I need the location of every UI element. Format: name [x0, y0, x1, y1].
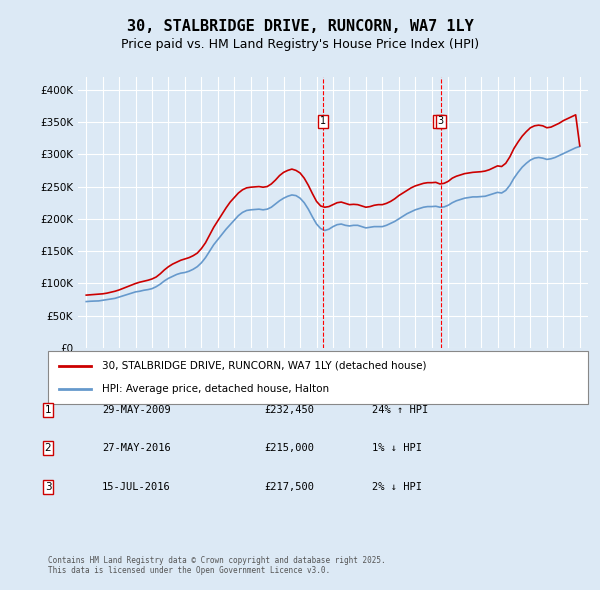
Text: 1% ↓ HPI: 1% ↓ HPI — [372, 444, 422, 453]
Text: 1: 1 — [320, 116, 326, 126]
Text: 27-MAY-2016: 27-MAY-2016 — [102, 444, 171, 453]
Text: 29-MAY-2009: 29-MAY-2009 — [102, 405, 171, 415]
Text: 30, STALBRIDGE DRIVE, RUNCORN, WA7 1LY (detached house): 30, STALBRIDGE DRIVE, RUNCORN, WA7 1LY (… — [102, 361, 427, 371]
Text: 30, STALBRIDGE DRIVE, RUNCORN, WA7 1LY: 30, STALBRIDGE DRIVE, RUNCORN, WA7 1LY — [127, 19, 473, 34]
Text: 15-JUL-2016: 15-JUL-2016 — [102, 482, 171, 491]
Text: HPI: Average price, detached house, Halton: HPI: Average price, detached house, Halt… — [102, 384, 329, 394]
Text: £232,450: £232,450 — [264, 405, 314, 415]
Text: 2% ↓ HPI: 2% ↓ HPI — [372, 482, 422, 491]
Text: 3: 3 — [437, 116, 443, 126]
Text: 2: 2 — [44, 444, 52, 453]
Text: 24% ↑ HPI: 24% ↑ HPI — [372, 405, 428, 415]
FancyBboxPatch shape — [48, 351, 588, 404]
Text: Contains HM Land Registry data © Crown copyright and database right 2025.
This d: Contains HM Land Registry data © Crown c… — [48, 556, 386, 575]
Text: Price paid vs. HM Land Registry's House Price Index (HPI): Price paid vs. HM Land Registry's House … — [121, 38, 479, 51]
Text: 1: 1 — [44, 405, 52, 415]
Text: 2: 2 — [436, 116, 442, 126]
Text: £215,000: £215,000 — [264, 444, 314, 453]
Text: £217,500: £217,500 — [264, 482, 314, 491]
Text: 3: 3 — [44, 482, 52, 491]
